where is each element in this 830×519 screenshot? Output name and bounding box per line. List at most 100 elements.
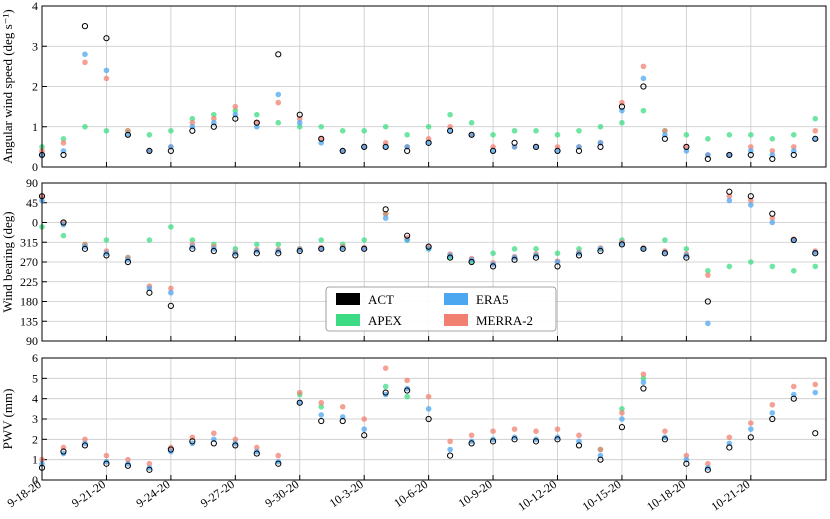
data-point-act xyxy=(210,123,217,130)
data-point-act xyxy=(425,139,432,146)
data-point-era5 xyxy=(404,385,410,392)
data-point-era5 xyxy=(253,448,260,455)
data-point-era5 xyxy=(769,219,776,226)
data-point-act xyxy=(253,450,260,457)
data-point-era5 xyxy=(232,440,239,447)
data-point-merra-2 xyxy=(748,197,754,204)
data-point-merra-2 xyxy=(748,420,754,426)
data-point-act xyxy=(404,147,411,154)
data-point-act xyxy=(275,250,282,257)
data-point-apex xyxy=(812,115,819,122)
data-point-act xyxy=(275,460,282,467)
x-tick-label: 10-12-20 xyxy=(515,477,559,514)
data-point-act xyxy=(361,245,368,252)
data-point-merra-2 xyxy=(275,99,282,106)
x-tick-label: 10-6-20 xyxy=(391,477,430,510)
data-point-era5 xyxy=(640,75,647,82)
data-point-act xyxy=(511,256,518,263)
data-point-merra-2 xyxy=(662,428,668,435)
data-point-era5 xyxy=(296,119,303,126)
legend-swatch-apex xyxy=(336,314,360,326)
y-tick-label: 225 xyxy=(20,275,38,289)
data-point-act xyxy=(81,442,89,449)
data-point-act xyxy=(361,143,368,150)
data-point-era5 xyxy=(640,379,647,386)
data-point-act xyxy=(747,193,754,200)
data-point-merra-2 xyxy=(189,119,196,126)
data-point-merra-2 xyxy=(275,452,282,459)
data-point-apex xyxy=(554,132,561,138)
data-point-act xyxy=(661,250,669,257)
legend-label-merra-2: MERRA-2 xyxy=(476,313,533,328)
data-point-apex xyxy=(790,267,797,274)
y-tick-label: 0 xyxy=(32,473,38,487)
data-point-era5 xyxy=(318,412,325,418)
data-point-merra-2 xyxy=(705,272,711,278)
data-point-merra-2 xyxy=(447,438,453,445)
data-point-era5 xyxy=(662,434,668,441)
x-tick-label: 10-3-20 xyxy=(327,477,366,510)
data-point-era5 xyxy=(189,440,196,447)
data-point-merra-2 xyxy=(296,389,303,396)
data-point-merra-2 xyxy=(382,365,389,371)
data-point-apex xyxy=(275,119,282,126)
series-era5 xyxy=(39,197,819,327)
data-point-act xyxy=(124,131,132,138)
data-point-merra-2 xyxy=(361,416,367,422)
data-point-act xyxy=(618,424,626,431)
data-point-apex xyxy=(275,241,282,248)
y-tick-label: 0 xyxy=(32,160,38,174)
x-tick-label: 9-30-20 xyxy=(262,477,301,510)
data-point-apex xyxy=(103,237,110,243)
data-point-merra-2 xyxy=(425,393,432,400)
data-point-apex xyxy=(447,111,453,118)
data-point-merra-2 xyxy=(726,434,733,441)
data-point-act xyxy=(60,151,67,159)
data-point-apex xyxy=(168,127,174,134)
data-point-apex xyxy=(640,107,647,114)
data-point-act xyxy=(489,438,497,445)
panel-3: 0 1 2 3 4 5 6 PWV (mm) xyxy=(0,351,827,487)
data-point-apex xyxy=(318,404,325,410)
data-point-act xyxy=(60,448,67,455)
data-point-apex xyxy=(769,136,776,142)
plot-frame xyxy=(41,357,827,481)
data-point-era5 xyxy=(361,144,367,150)
data-point-era5 xyxy=(82,440,88,447)
data-point-act xyxy=(597,143,604,150)
data-point-era5 xyxy=(168,289,174,296)
data-point-merra-2 xyxy=(103,452,110,459)
data-point-act xyxy=(640,83,647,90)
data-point-apex xyxy=(253,241,260,248)
data-point-apex xyxy=(533,127,539,134)
data-point-era5 xyxy=(103,67,110,74)
data-point-apex xyxy=(189,115,196,122)
y-tick-label: 3 xyxy=(32,412,38,426)
data-point-era5 xyxy=(726,197,733,204)
data-point-era5 xyxy=(790,237,797,243)
data-point-apex xyxy=(726,263,733,270)
y-tick-label: 45 xyxy=(26,196,38,210)
x-tick-label: 10-18-20 xyxy=(644,477,688,514)
data-point-era5 xyxy=(511,434,518,441)
data-point-apex xyxy=(404,393,410,400)
data-point-act xyxy=(726,151,733,159)
data-point-apex xyxy=(232,107,239,114)
series-merra-2 xyxy=(39,365,819,467)
y-tick-label: 2 xyxy=(32,432,38,446)
data-point-merra-2 xyxy=(318,136,325,142)
legend-swatch-merra-2 xyxy=(444,314,468,326)
data-point-apex xyxy=(619,406,625,412)
data-point-era5 xyxy=(447,446,453,453)
data-point-apex xyxy=(339,127,346,134)
data-point-apex xyxy=(683,246,690,252)
data-point-era5 xyxy=(812,389,819,396)
data-point-act xyxy=(747,434,754,441)
data-point-apex xyxy=(748,132,754,138)
data-point-merra-2 xyxy=(82,59,88,66)
data-point-merra-2 xyxy=(168,444,174,451)
data-point-apex xyxy=(296,123,303,130)
data-point-merra-2 xyxy=(382,210,389,217)
data-point-act xyxy=(296,399,303,406)
data-point-act xyxy=(618,241,626,248)
